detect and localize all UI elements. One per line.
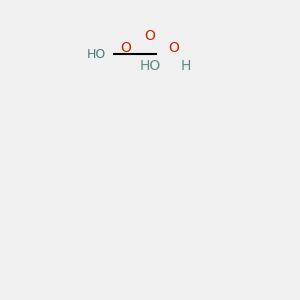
Text: O: O (145, 29, 155, 43)
Text: HO: HO (86, 47, 106, 61)
Text: O: O (121, 41, 131, 55)
Text: H: H (181, 59, 191, 73)
Text: O: O (169, 41, 179, 55)
Text: HO: HO (140, 59, 160, 73)
